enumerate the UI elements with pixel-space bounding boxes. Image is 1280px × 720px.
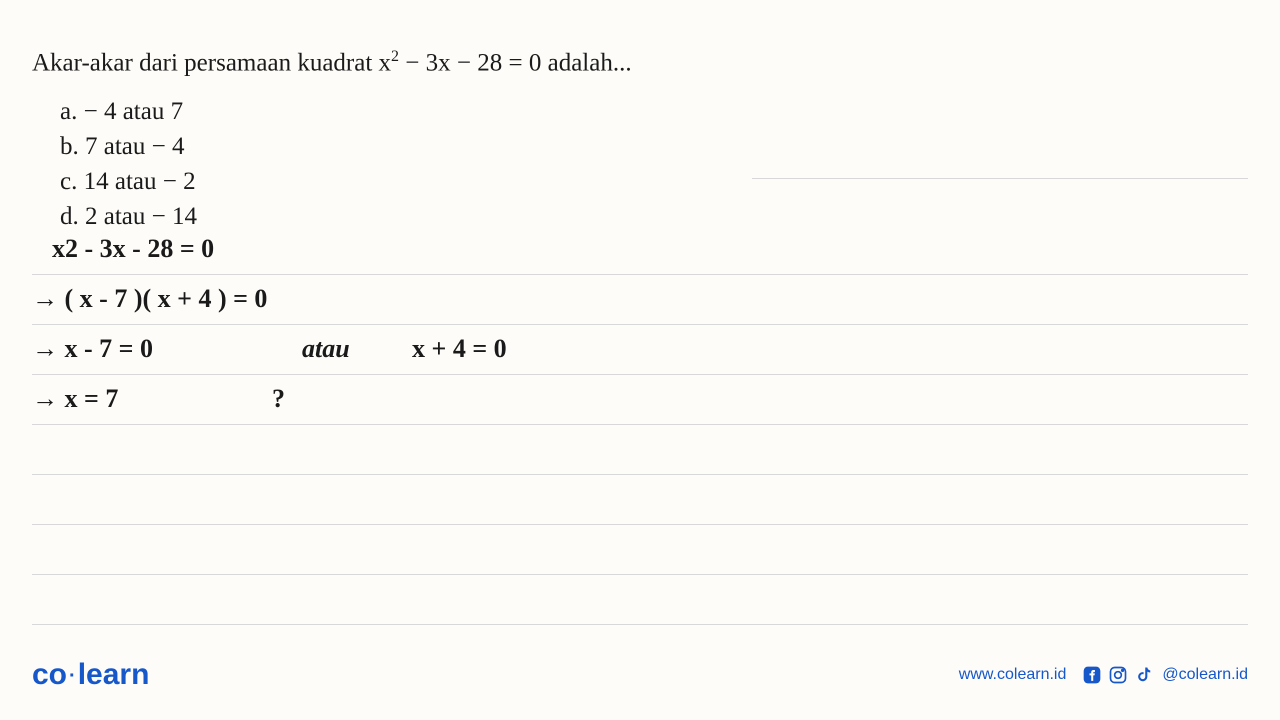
logo-left: co — [32, 658, 67, 691]
question-prefix: Akar-akar dari persamaan kuadrat — [32, 49, 379, 76]
option-a: a. − 4 atau 7 — [60, 95, 1248, 129]
equation-exponent: 2 — [391, 48, 399, 65]
option-d: d. 2 atau − 14 — [60, 200, 1248, 234]
ruled-line — [32, 324, 1248, 325]
facebook-icon — [1082, 665, 1102, 685]
handwriting-line-3-left: → x - 7 = 0 — [32, 334, 153, 364]
logo-right: learn — [78, 658, 150, 691]
question-text: Akar-akar dari persamaan kuadrat x2 − 3x… — [32, 48, 1248, 77]
question-suffix: adalah... — [541, 49, 631, 76]
handwriting-line-2: → ( x - 7 )( x + 4 ) = 0 — [32, 284, 267, 314]
equation-rest: − 3x − 28 = 0 — [399, 49, 541, 76]
equation-var: x — [379, 49, 392, 76]
ruled-line — [32, 274, 1248, 275]
ruled-line — [32, 574, 1248, 575]
ruled-line — [752, 178, 1248, 179]
options-list: a. − 4 atau 7 b. 7 atau − 4 c. 14 atau −… — [32, 95, 1248, 233]
ruled-line — [32, 474, 1248, 475]
social-icons: @colearn.id — [1082, 665, 1248, 685]
handwriting-line-4-right: ? — [272, 384, 285, 414]
ruled-line — [32, 424, 1248, 425]
footer-right: www.colearn.id @colearn.id — [959, 665, 1248, 685]
ruled-line — [32, 374, 1248, 375]
option-c: c. 14 atau − 2 — [60, 165, 1248, 199]
brand-logo: co·learn — [32, 658, 149, 692]
handwriting-line-1: x2 - 3x - 28 = 0 — [52, 234, 214, 264]
handwriting-line-3-mid: atau — [302, 334, 350, 364]
social-handle: @colearn.id — [1162, 666, 1248, 684]
handwriting-line-4-left: → x = 7 — [32, 384, 118, 414]
handwriting-line-3-right: x + 4 = 0 — [412, 334, 507, 364]
logo-dot: · — [69, 665, 76, 687]
instagram-icon — [1108, 665, 1128, 685]
ruled-line — [32, 524, 1248, 525]
tiktok-icon — [1134, 665, 1154, 685]
option-b: b. 7 atau − 4 — [60, 130, 1248, 164]
website-url: www.colearn.id — [959, 666, 1067, 684]
footer: co·learn www.colearn.id @colearn.id — [32, 658, 1248, 692]
ruled-line — [32, 624, 1248, 625]
